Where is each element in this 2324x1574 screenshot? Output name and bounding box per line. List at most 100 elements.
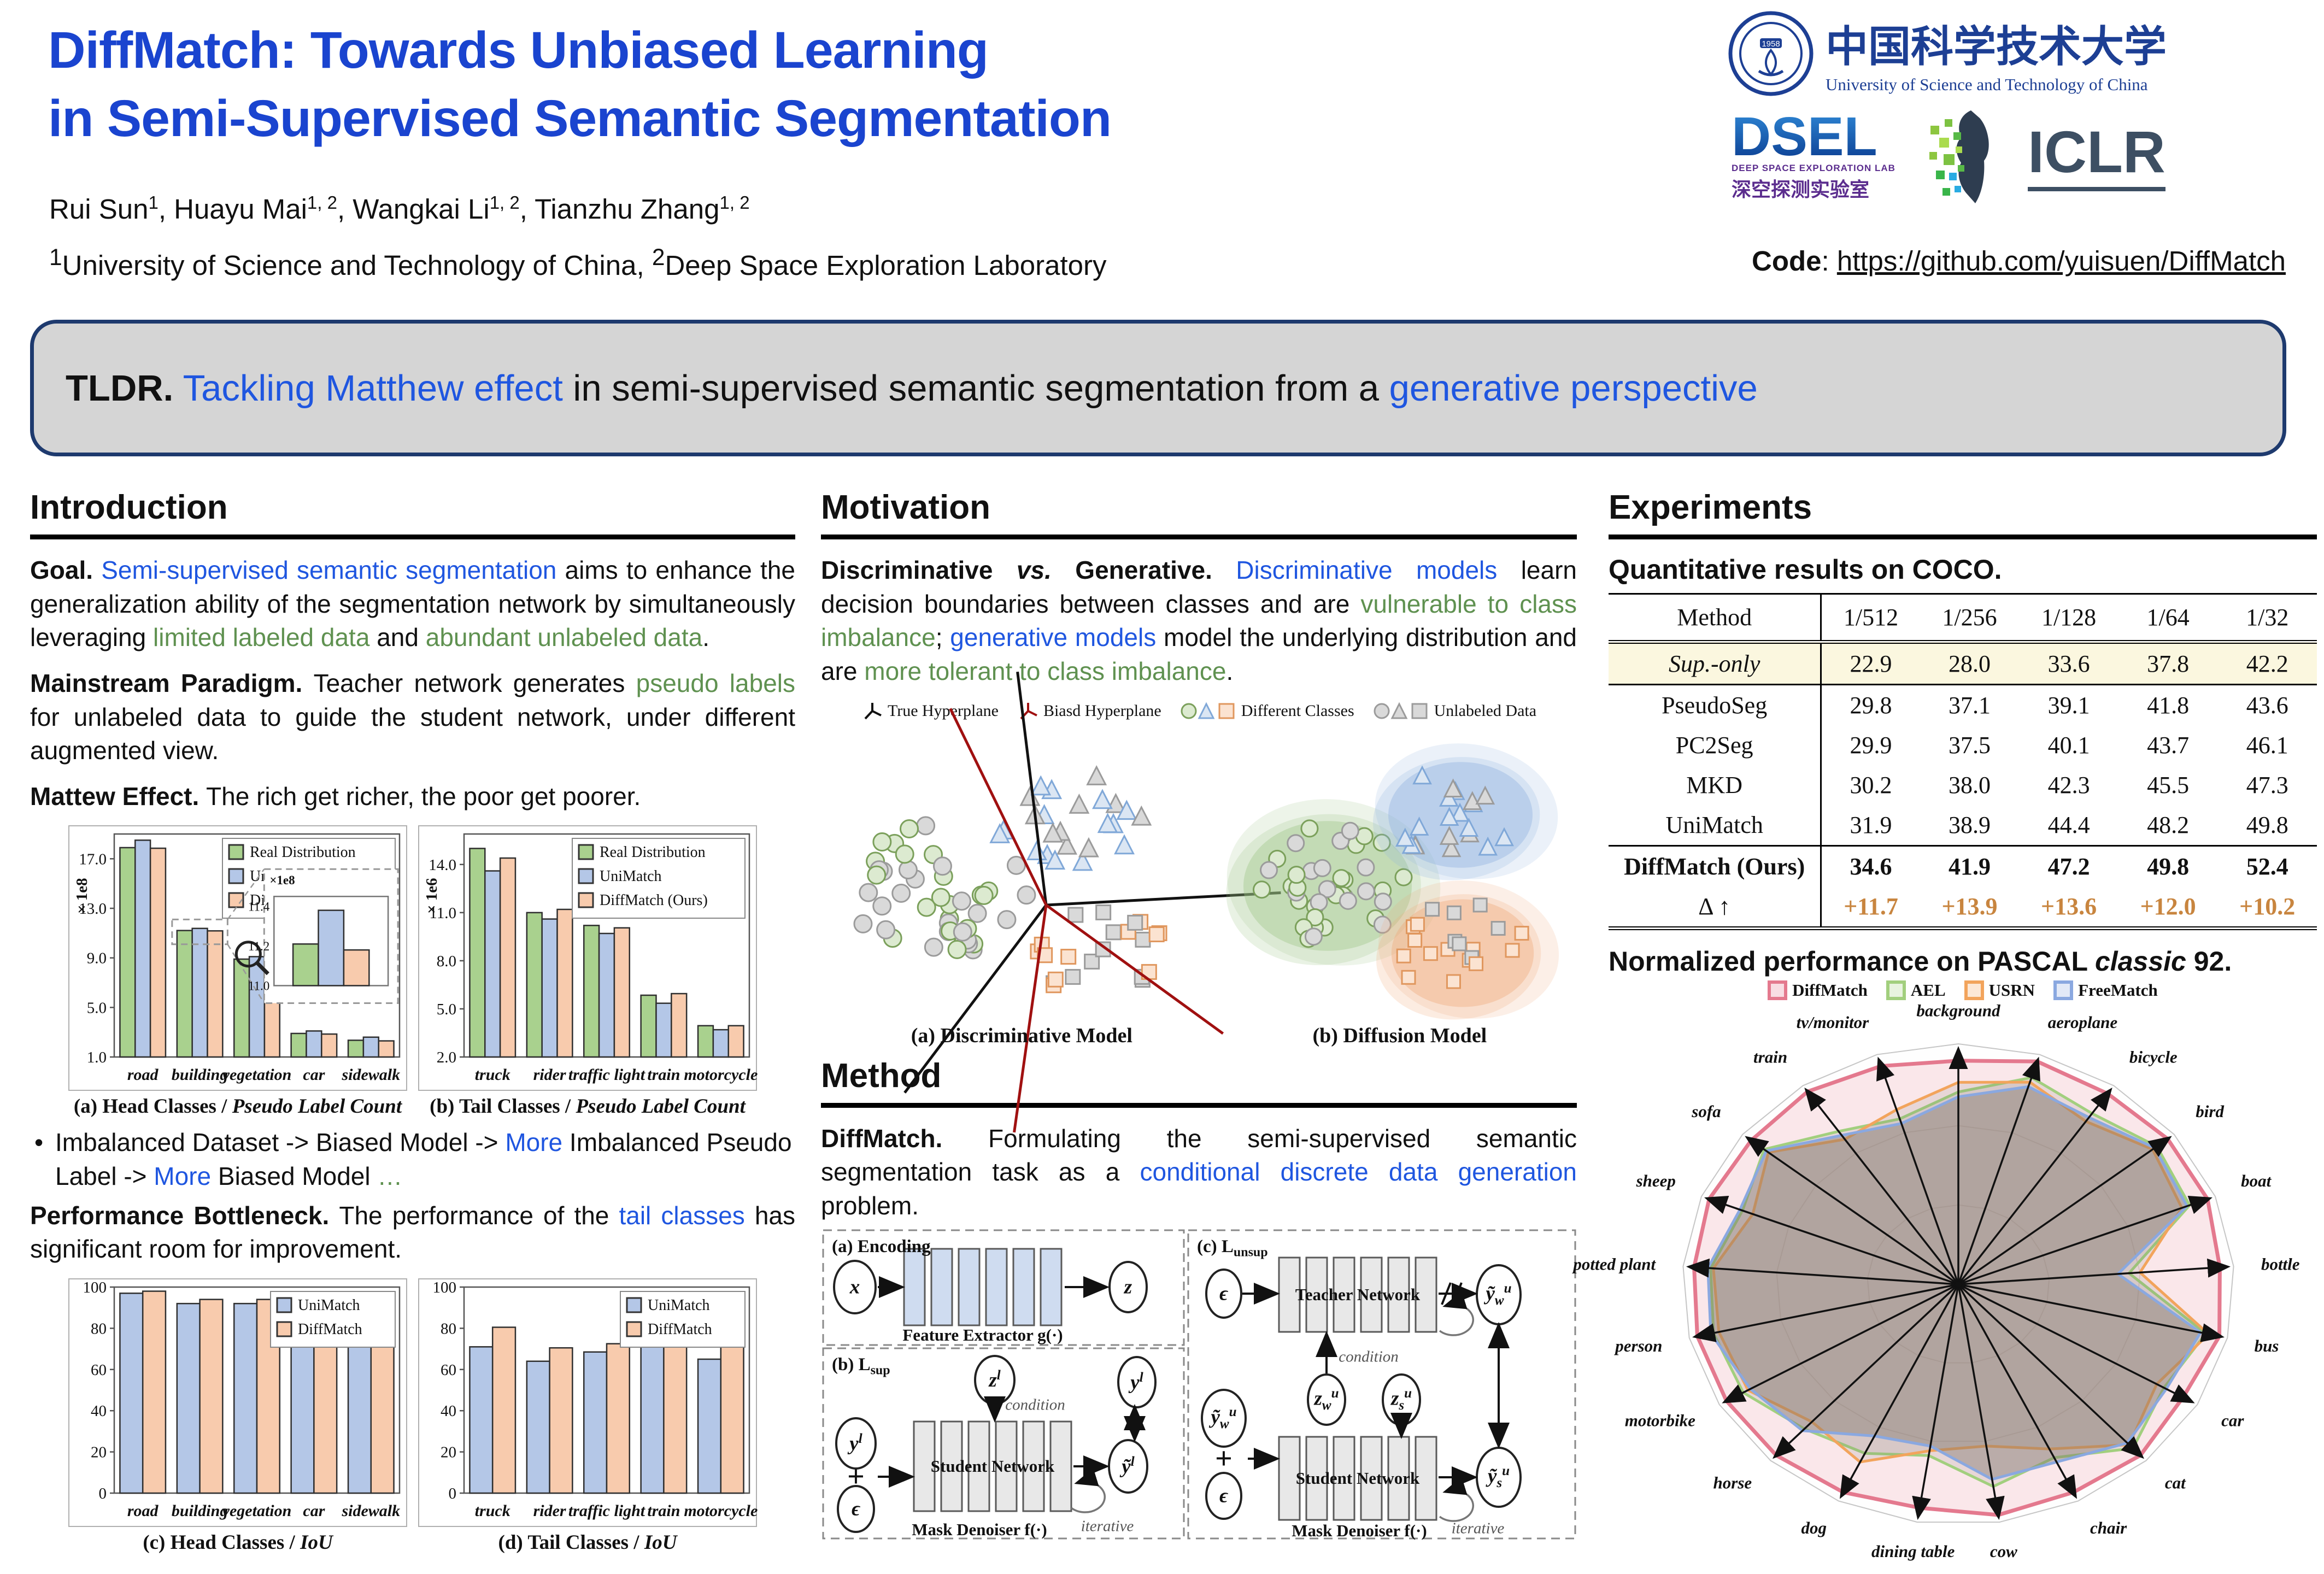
motivation-paragraph: Discriminative vs. Generative. Discrimin… [821,556,1577,685]
title-line-1: DiffMatch: Towards Unbiased Learning [48,21,989,79]
tldr-text: TLDR. Tackling Matthew effect in semi-su… [66,367,1758,409]
x-label-car: car [303,1502,325,1520]
svg-text:× 1e8: × 1e8 [73,878,91,914]
bar-rider-DiffMatch [549,1347,573,1494]
logos: 1958 中国科学技术大学 University of Science and … [1727,10,2290,207]
motivation-captions: (a) Discriminative Model (b) Diffusion M… [821,1024,1577,1048]
bar-traffic light-Real Distribution [583,925,600,1058]
radar-label-bus: bus [2255,1336,2279,1355]
method-label-condition: condition [1339,1348,1399,1366]
svg-text:×1e8: ×1e8 [269,874,295,888]
bar-traffic light-UniMatch [598,933,615,1058]
bar-train-DiffMatch (Ours) [671,993,688,1058]
method-label-mask: Mask Denoiser f(·) [912,1520,1047,1540]
coco-results-title: Quantitative results on COCO. [1609,554,2002,585]
bar-rider-Real Distribution [526,912,543,1058]
x-label-vegetation: vegetation [222,1066,292,1084]
code-url-link[interactable]: https://github.com/yuisuen/DiffMatch [1836,245,2286,277]
radar-legend-DiffMatch: DiffMatch [1768,980,1868,1000]
bar-chart-tail-pseudo: 2.0 5.0 8.0 11.0 14.0 × 1e6 truck rider traffic … [418,825,758,1091]
magnifier-icon [234,941,262,968]
affiliation-row: 1University of Science and Technology of… [49,245,2286,281]
bar-rider-UniMatch [541,918,558,1058]
dsel-name-cn: 深空探测实验室 [1732,178,1870,201]
bar-sidewalk-UniMacth [362,1036,379,1058]
method-label-box_b: (b) Lsup [832,1355,890,1378]
col-header-1/32: 1/32 [2217,593,2317,644]
svg-text:UniMatch: UniMatch [600,868,662,885]
svg-text:60: 60 [91,1361,107,1379]
bar-building-DiffMatch [199,1299,224,1494]
svg-text:100: 100 [433,1279,457,1296]
x-label-car: car [303,1066,325,1084]
radar-label-background: background [1916,1001,2000,1020]
svg-text:9.0: 9.0 [87,950,107,967]
method-label-student: Student Network [930,1456,1055,1476]
legend-different-classes: Different Classes [1180,701,1354,721]
method-label-teacher: Teacher Network [1295,1285,1421,1305]
x-label-truck: truck [475,1502,510,1520]
method-label-z: z [1124,1276,1132,1299]
iclr-wordmark: ICLR [2027,118,2165,185]
method-label-box_c: (c) Lunsup [1197,1237,1268,1260]
method-label-yl: yl [849,1431,862,1455]
bar-vegetation-UniMacth [248,956,266,1058]
method-label-mask: Mask Denoiser f(·) [1292,1521,1427,1541]
bar-truck-UniMatch [469,1346,494,1494]
bullet-dot: • [34,1128,44,1157]
radar-legend-FreeMatch: FreeMatch [2053,980,2158,1000]
radar-legend-USRN: USRN [1964,980,2035,1000]
method-diagram-svg [822,1229,1576,1540]
iclr-logo: ICLR [2027,118,2165,191]
radar-label-motorbike: motorbike [1625,1411,1695,1430]
radar-chart: background aeroplane bicycle bird boat bottle… [1571,1000,2317,1574]
iclr-face-icon [1929,110,1989,203]
radar-label-potted plant: potted plant [1571,1254,1656,1273]
bar-car-DiffMatch (Ours) [321,1033,338,1058]
svg-text:14.0: 14.0 [429,856,456,874]
chart-tail-iou: 0 20 40 60 80 100 truck rider traffic light train… [418,1278,758,1554]
bar-building-UniMatch [176,1302,201,1494]
chart-tail-iou-caption: (d) Tail Classes / IoU [498,1531,677,1554]
bar-traffic light-UniMatch [583,1351,608,1494]
chart-tail-pseudo-caption: (b) Tail Classes / Pseudo Label Count [430,1095,746,1118]
motivation-figure-legend: True Hyperplane Biasd Hyperplane Differe… [821,701,1577,721]
bar-truck-Real Distribution [469,848,486,1058]
radar-label-train: train [1753,1048,1787,1067]
x-label-traffic light: traffic light [568,1066,646,1084]
paper-title: DiffMatch: Towards Unbiased Learning in … [48,16,1112,154]
x-label-road: road [127,1066,159,1084]
motivation-column: Motivation Discriminative vs. Generative… [821,488,1577,1541]
unlabeled-data-icon [1374,702,1428,719]
method-figure: (a) Encoding (b) Lsup (c) Lunsup Feature Ex… [821,1227,1578,1541]
x-label-train: train [647,1066,680,1084]
table-row-MKD: MKD 30.2 38.0 42.3 45.5 47.3 [1609,765,2317,805]
svg-text:40: 40 [91,1402,107,1420]
col-header-1/512: 1/512 [1820,593,1920,644]
dsel-logo: DSEL DEEP SPACE EXPLORATION LAB 深空探测实验室 [1732,109,1895,202]
col-header-Method: Method [1609,593,1821,644]
imbalance-bullet: • Imbalanced Dataset -> Biased Model -> … [34,1126,795,1193]
caption-discriminative: (a) Discriminative Model [911,1024,1132,1047]
matthew-paragraph: Mattew Effect. The rich get richer, the … [30,782,641,811]
x-label-sidewalk: sidewalk [341,1502,400,1520]
motivation-panels [821,671,1577,1132]
svg-text:5.0: 5.0 [437,1001,456,1018]
bar-train-UniMatch [655,1002,672,1058]
bar-chart-head-pseudo: 1.0 5.0 9.0 13.0 17.0 × 1e8 road buildingvegeta… [68,825,407,1091]
radar-series-USRN [1712,1080,2210,1464]
svg-text:1958: 1958 [1762,39,1780,49]
introduction-column: Introduction Goal. Semi-supervised seman… [30,488,795,1562]
svg-text:0: 0 [99,1485,107,1502]
chart-head-pseudo-caption: (a) Head Classes / Pseudo Label Count [73,1095,402,1118]
caption-diffusion: (b) Diffusion Model [1312,1024,1487,1047]
bar-train-UniMatch [640,1342,665,1494]
x-label-train: train [647,1502,680,1520]
method-label-student: Student Network [1295,1469,1420,1488]
svg-text:5.0: 5.0 [87,1000,107,1017]
svg-text:× 1e6: × 1e6 [423,878,441,914]
legend-true-hyperplane: True Hyperplane [861,701,999,721]
x-label-building: building [172,1066,228,1084]
radar-legend: DiffMatch AEL USRN FreeMatch [1609,980,2317,1000]
